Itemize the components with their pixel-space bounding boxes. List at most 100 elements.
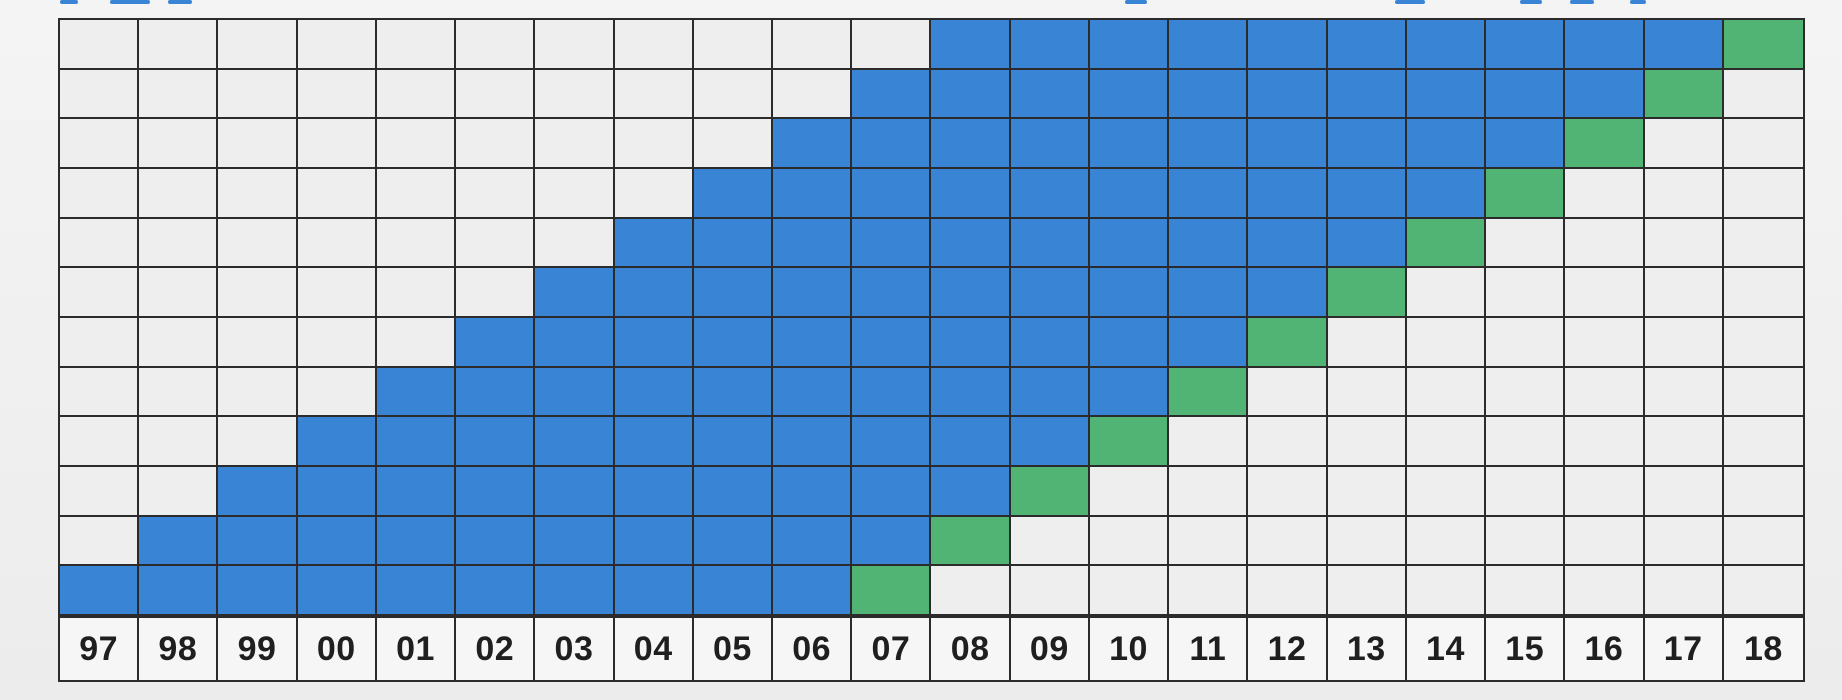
empty-cell xyxy=(1644,268,1724,318)
filled-cell xyxy=(1089,367,1170,418)
empty-cell xyxy=(297,318,377,368)
filled-cell xyxy=(852,417,932,467)
empty-cell xyxy=(1565,268,1645,318)
empty-cell xyxy=(1644,467,1724,517)
empty-cell xyxy=(614,69,694,120)
filled-cell xyxy=(614,218,694,269)
empty-cell xyxy=(297,268,377,318)
empty-cell xyxy=(376,69,457,120)
filled-cell xyxy=(1327,169,1407,219)
filled-cell xyxy=(535,417,615,467)
empty-cell xyxy=(1486,566,1566,616)
empty-cell xyxy=(1644,417,1724,467)
filled-cell xyxy=(376,566,457,616)
empty-cell xyxy=(139,268,219,318)
cropped-text-fragment xyxy=(168,0,192,4)
filled-cell xyxy=(535,268,615,318)
empty-cell xyxy=(60,20,140,70)
filled-cell xyxy=(1486,119,1566,169)
year-label: 03 xyxy=(535,618,615,680)
empty-cell xyxy=(1644,516,1724,567)
empty-cell xyxy=(139,119,219,169)
filled-cell xyxy=(1089,69,1170,120)
filled-cell xyxy=(456,367,536,418)
filled-cell xyxy=(456,417,536,467)
filled-cell xyxy=(1406,169,1487,219)
filled-cell xyxy=(614,566,694,616)
year-label: 01 xyxy=(377,618,457,680)
filled-cell xyxy=(1089,119,1170,169)
filled-cell xyxy=(1327,20,1407,70)
diagonal-cell xyxy=(1486,169,1566,219)
empty-cell xyxy=(1644,218,1724,269)
empty-cell xyxy=(1010,566,1090,616)
filled-cell xyxy=(852,318,932,368)
filled-cell xyxy=(1010,318,1090,368)
empty-cell xyxy=(1565,318,1645,368)
empty-cell xyxy=(139,417,219,467)
diagonal-cell xyxy=(1723,20,1803,70)
year-label: 09 xyxy=(1011,618,1090,680)
filled-cell xyxy=(456,318,536,368)
filled-cell xyxy=(1010,218,1090,269)
empty-cell xyxy=(297,169,377,219)
empty-cell xyxy=(1406,318,1487,368)
empty-cell xyxy=(456,169,536,219)
filled-cell xyxy=(693,467,774,517)
filled-cell xyxy=(852,169,932,219)
empty-cell xyxy=(376,119,457,169)
filled-cell xyxy=(1010,268,1090,318)
empty-cell xyxy=(1486,268,1566,318)
filled-cell xyxy=(535,367,615,418)
empty-cell xyxy=(60,417,140,467)
filled-cell xyxy=(614,268,694,318)
year-label: 04 xyxy=(615,618,694,680)
empty-cell xyxy=(456,119,536,169)
empty-cell xyxy=(60,318,140,368)
empty-cell xyxy=(1723,218,1803,269)
filled-cell xyxy=(535,467,615,517)
filled-cell xyxy=(852,467,932,517)
diagonal-cell xyxy=(931,516,1011,567)
filled-cell xyxy=(693,268,774,318)
year-label: 14 xyxy=(1407,618,1487,680)
filled-cell xyxy=(931,367,1011,418)
empty-cell xyxy=(1327,467,1407,517)
year-label: 07 xyxy=(852,618,932,680)
empty-cell xyxy=(218,119,298,169)
diagonal-cell xyxy=(1644,69,1724,120)
year-label: 00 xyxy=(298,618,377,680)
filled-cell xyxy=(614,467,694,517)
empty-cell xyxy=(1644,169,1724,219)
year-label: 11 xyxy=(1169,618,1249,680)
empty-cell xyxy=(693,69,774,120)
filled-cell xyxy=(1248,20,1328,70)
filled-cell xyxy=(1089,218,1170,269)
empty-cell xyxy=(535,69,615,120)
filled-cell xyxy=(1010,417,1090,467)
empty-cell xyxy=(1486,516,1566,567)
empty-cell xyxy=(139,318,219,368)
filled-cell xyxy=(60,566,140,616)
empty-cell xyxy=(218,367,298,418)
year-label: 06 xyxy=(773,618,853,680)
empty-cell xyxy=(1248,566,1328,616)
filled-cell xyxy=(1169,69,1249,120)
filled-cell xyxy=(931,169,1011,219)
filled-cell xyxy=(456,516,536,567)
empty-cell xyxy=(535,119,615,169)
filled-cell xyxy=(1010,367,1090,418)
filled-cell xyxy=(297,467,377,517)
filled-cell xyxy=(773,516,853,567)
empty-cell xyxy=(60,169,140,219)
empty-cell xyxy=(218,417,298,467)
filled-cell xyxy=(693,417,774,467)
empty-cell xyxy=(1723,268,1803,318)
filled-cell xyxy=(1486,69,1566,120)
empty-cell xyxy=(1327,566,1407,616)
empty-cell xyxy=(1565,417,1645,467)
empty-cell xyxy=(1248,467,1328,517)
empty-cell xyxy=(456,218,536,269)
year-label: 16 xyxy=(1565,618,1645,680)
filled-cell xyxy=(614,516,694,567)
